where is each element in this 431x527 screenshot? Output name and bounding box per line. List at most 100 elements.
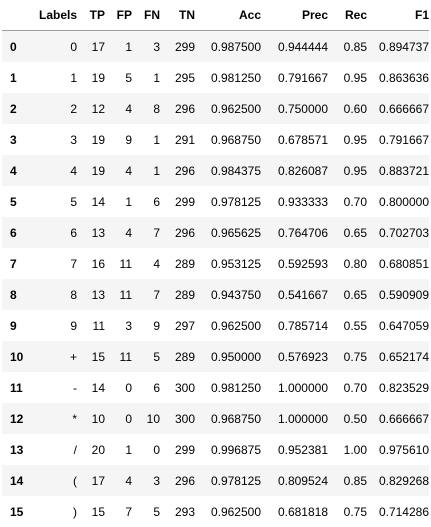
cell-fn: 6: [132, 372, 160, 403]
cell-prec: 1.000000: [261, 372, 328, 403]
cell-acc: 0.950000: [195, 341, 261, 372]
cell-f1: 0.823529: [367, 372, 429, 403]
cell-fp: 4: [105, 93, 132, 124]
row-index: 9: [2, 310, 34, 341]
cell-fn: 9: [132, 310, 160, 341]
cell-acc: 0.943750: [195, 279, 261, 310]
cell-tn: 295: [160, 62, 195, 93]
cell-labels: 9: [34, 310, 77, 341]
row-index: 0: [2, 31, 34, 63]
cell-prec: 0.750000: [261, 93, 328, 124]
cell-tp: 10: [77, 403, 105, 434]
cell-rec: 0.70: [328, 372, 367, 403]
cell-fn: 7: [132, 217, 160, 248]
cell-f1: 0.590909: [367, 279, 429, 310]
cell-tp: 19: [77, 62, 105, 93]
row-index: 6: [2, 217, 34, 248]
cell-tn: 297: [160, 310, 195, 341]
header-f1: F1: [367, 0, 429, 31]
cell-rec: 0.95: [328, 62, 367, 93]
cell-prec: 0.592593: [261, 248, 328, 279]
cell-acc: 0.981250: [195, 62, 261, 93]
cell-fp: 3: [105, 310, 132, 341]
cell-tn: 289: [160, 279, 195, 310]
cell-acc: 0.968750: [195, 124, 261, 155]
cell-prec: 0.764706: [261, 217, 328, 248]
cell-fp: 9: [105, 124, 132, 155]
row-index: 3: [2, 124, 34, 155]
row-index: 8: [2, 279, 34, 310]
cell-f1: 0.791667: [367, 124, 429, 155]
cell-labels: +: [34, 341, 77, 372]
cell-prec: 0.678571: [261, 124, 328, 155]
cell-prec: 0.944444: [261, 31, 328, 63]
cell-tp: 17: [77, 31, 105, 63]
cell-fn: 0: [132, 434, 160, 465]
cell-tn: 299: [160, 31, 195, 63]
cell-fp: 0: [105, 403, 132, 434]
cell-rec: 0.85: [328, 465, 367, 496]
cell-f1: 0.702703: [367, 217, 429, 248]
cell-tn: 291: [160, 124, 195, 155]
cell-fp: 0: [105, 372, 132, 403]
cell-f1: 0.652174: [367, 341, 429, 372]
cell-fn: 10: [132, 403, 160, 434]
cell-fn: 3: [132, 31, 160, 63]
row-index: 5: [2, 186, 34, 217]
row-index: 7: [2, 248, 34, 279]
cell-fn: 8: [132, 93, 160, 124]
cell-tn: 296: [160, 93, 195, 124]
cell-prec: 0.952381: [261, 434, 328, 465]
cell-fn: 3: [132, 465, 160, 496]
cell-tn: 296: [160, 217, 195, 248]
row-index: 11: [2, 372, 34, 403]
cell-fn: 4: [132, 248, 160, 279]
cell-labels: 6: [34, 217, 77, 248]
cell-labels: 8: [34, 279, 77, 310]
cell-rec: 0.70: [328, 186, 367, 217]
header-fn: FN: [132, 0, 160, 31]
cell-fp: 4: [105, 465, 132, 496]
cell-tp: 12: [77, 93, 105, 124]
cell-f1: 0.894737: [367, 31, 429, 63]
cell-tn: 289: [160, 248, 195, 279]
cell-prec: 1.000000: [261, 403, 328, 434]
cell-rec: 0.85: [328, 31, 367, 63]
cell-labels: 0: [34, 31, 77, 63]
cell-f1: 0.647059: [367, 310, 429, 341]
cell-fn: 5: [132, 341, 160, 372]
cell-rec: 0.55: [328, 310, 367, 341]
cell-f1: 0.666667: [367, 93, 429, 124]
cell-fp: 1: [105, 434, 132, 465]
row-index: 13: [2, 434, 34, 465]
cell-labels: 4: [34, 155, 77, 186]
cell-rec: 0.80: [328, 248, 367, 279]
header-fp: FP: [105, 0, 132, 31]
cell-tp: 16: [77, 248, 105, 279]
header-tp: TP: [77, 0, 105, 31]
cell-labels: *: [34, 403, 77, 434]
cell-fp: 11: [105, 248, 132, 279]
cell-rec: 1.00: [328, 434, 367, 465]
cell-acc: 0.968750: [195, 403, 261, 434]
cell-tn: 299: [160, 186, 195, 217]
cell-f1: 0.800000: [367, 186, 429, 217]
cell-tp: 11: [77, 310, 105, 341]
cell-fn: 7: [132, 279, 160, 310]
cell-fn: 6: [132, 186, 160, 217]
cell-f1: 0.863636: [367, 62, 429, 93]
cell-tp: 13: [77, 279, 105, 310]
header-acc: Acc: [195, 0, 261, 31]
